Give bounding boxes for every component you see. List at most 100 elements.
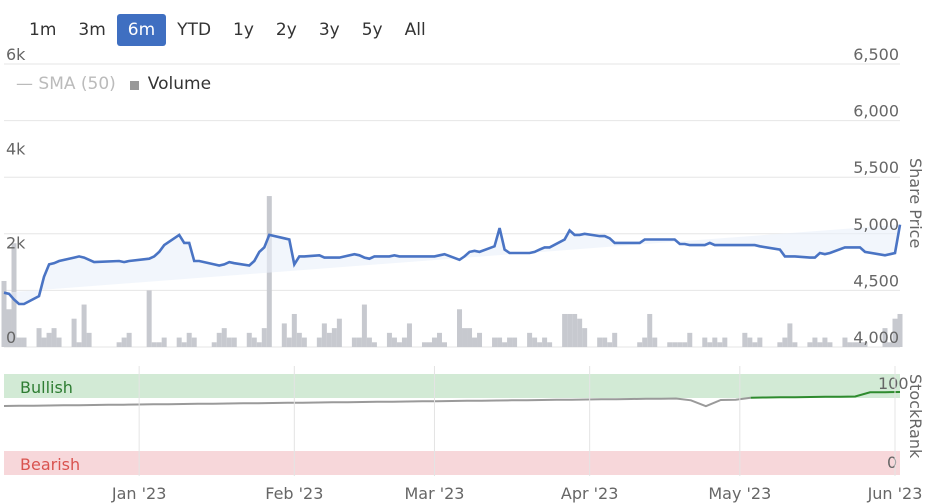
legend-sma[interactable]: — SMA (50) [16,74,116,94]
volume-bar [326,332,332,347]
volume-bar [116,342,122,347]
volume-bar [356,337,362,347]
volume-bar [822,337,828,347]
volume-bar [301,337,307,347]
volume-bar [296,332,302,347]
volume-bar [351,337,357,347]
volume-bar [852,342,858,347]
volume-bar [782,337,788,347]
volume-bar [527,332,533,347]
volume-bar [51,328,57,347]
volume-bar [492,337,498,347]
volume-bar [371,342,377,347]
volume-bar [887,342,893,347]
legend-volume[interactable]: Volume [129,74,211,94]
volume-bar [76,342,82,347]
volume-bar [827,342,833,347]
volume-bar [21,337,27,347]
range-button-ytd[interactable]: YTD [177,20,212,40]
volume-bar [742,332,748,347]
volume-bar [331,328,337,347]
volume-bar [366,337,372,347]
volume-bar [637,342,643,347]
volume-bar [682,342,688,347]
range-button-5y[interactable]: 5y [361,20,383,40]
price-tick-label: 6,500 [853,45,899,64]
range-button-3m[interactable]: 3m [78,20,106,40]
legend-sma-label: SMA (50) [38,74,116,94]
volume-bar [687,332,693,347]
volume-bar [151,342,157,347]
volume-bar [807,342,813,347]
range-button-all[interactable]: All [404,20,426,40]
volume-bar [161,337,167,347]
range-button-2y[interactable]: 2y [275,20,297,40]
stockrank-axis-label: StockRank [906,374,925,459]
volume-bar [817,342,823,347]
volume-bar [897,313,903,347]
stockrank-line[interactable] [3,396,751,408]
x-axis-ticks: Jan '23 Feb '23 Mar '23 Apr '23 May '23 Jun '… [111,366,923,503]
volume-bar [226,337,232,347]
volume-bar [361,304,367,347]
volume-bar [532,337,538,347]
price-tick-label: 6,000 [853,102,899,121]
x-tick-label: Jun '23 [867,484,923,503]
price-line[interactable] [3,224,902,306]
volume-bar [777,342,783,347]
volume-bar [256,342,262,347]
bullish-band [4,374,900,398]
volume-bar [497,337,503,347]
volume-bar [602,337,608,347]
volume-bar [211,342,217,347]
volume-bar [46,332,52,347]
volume-bar [472,337,478,347]
volume-bar [647,313,653,347]
volume-bar [537,342,543,347]
volume-bar [757,337,763,347]
volume-bar [457,309,463,347]
volume-bar [862,342,868,347]
range-selector: 1m 3m 6m YTD 1y 2y 3y 5y All [18,14,437,46]
volume-bar [612,332,618,347]
volume-bar [441,342,447,347]
volume-bar [126,332,132,347]
volume-bar [431,337,437,347]
volume-axis-ticks: 0 2k 4k 6k [6,45,26,347]
volume-bar [436,332,442,347]
volume-bar [216,332,222,347]
volume-bar [261,328,267,347]
x-tick-label: Mar '23 [404,484,464,503]
volume-bar [16,337,22,347]
volume-bar [406,323,412,347]
volume-bar [567,313,573,347]
range-button-1m[interactable]: 1m [29,20,57,40]
volume-bar [286,337,292,347]
volume-bar [246,332,252,347]
volume-bar [467,328,473,347]
volume-bar [186,332,192,347]
x-tick-label: May '23 [708,484,771,503]
volume-bar [717,342,723,347]
volume-bar [722,337,728,347]
stockrank-max-label: 100 [878,374,909,393]
volume-bar [477,332,483,347]
range-button-1y[interactable]: 1y [233,20,254,40]
volume-bar [81,304,87,347]
price-tick-label: 5,000 [853,215,899,234]
volume-bar [792,342,798,347]
volume-bar [652,337,658,347]
volume-bar [597,337,603,347]
stockrank-line-bullish[interactable] [750,391,901,399]
volume-bar [426,342,432,347]
volume-bar [401,337,407,347]
volume-tick-label: 6k [6,45,26,64]
volume-bar [607,342,613,347]
volume-bar [847,342,853,347]
volume-bar [71,318,77,347]
volume-bar [507,337,513,347]
volume-bar [6,309,12,347]
range-button-3y[interactable]: 3y [318,20,340,40]
grid-lines [4,63,900,348]
range-button-6m[interactable]: 6m [116,14,167,46]
